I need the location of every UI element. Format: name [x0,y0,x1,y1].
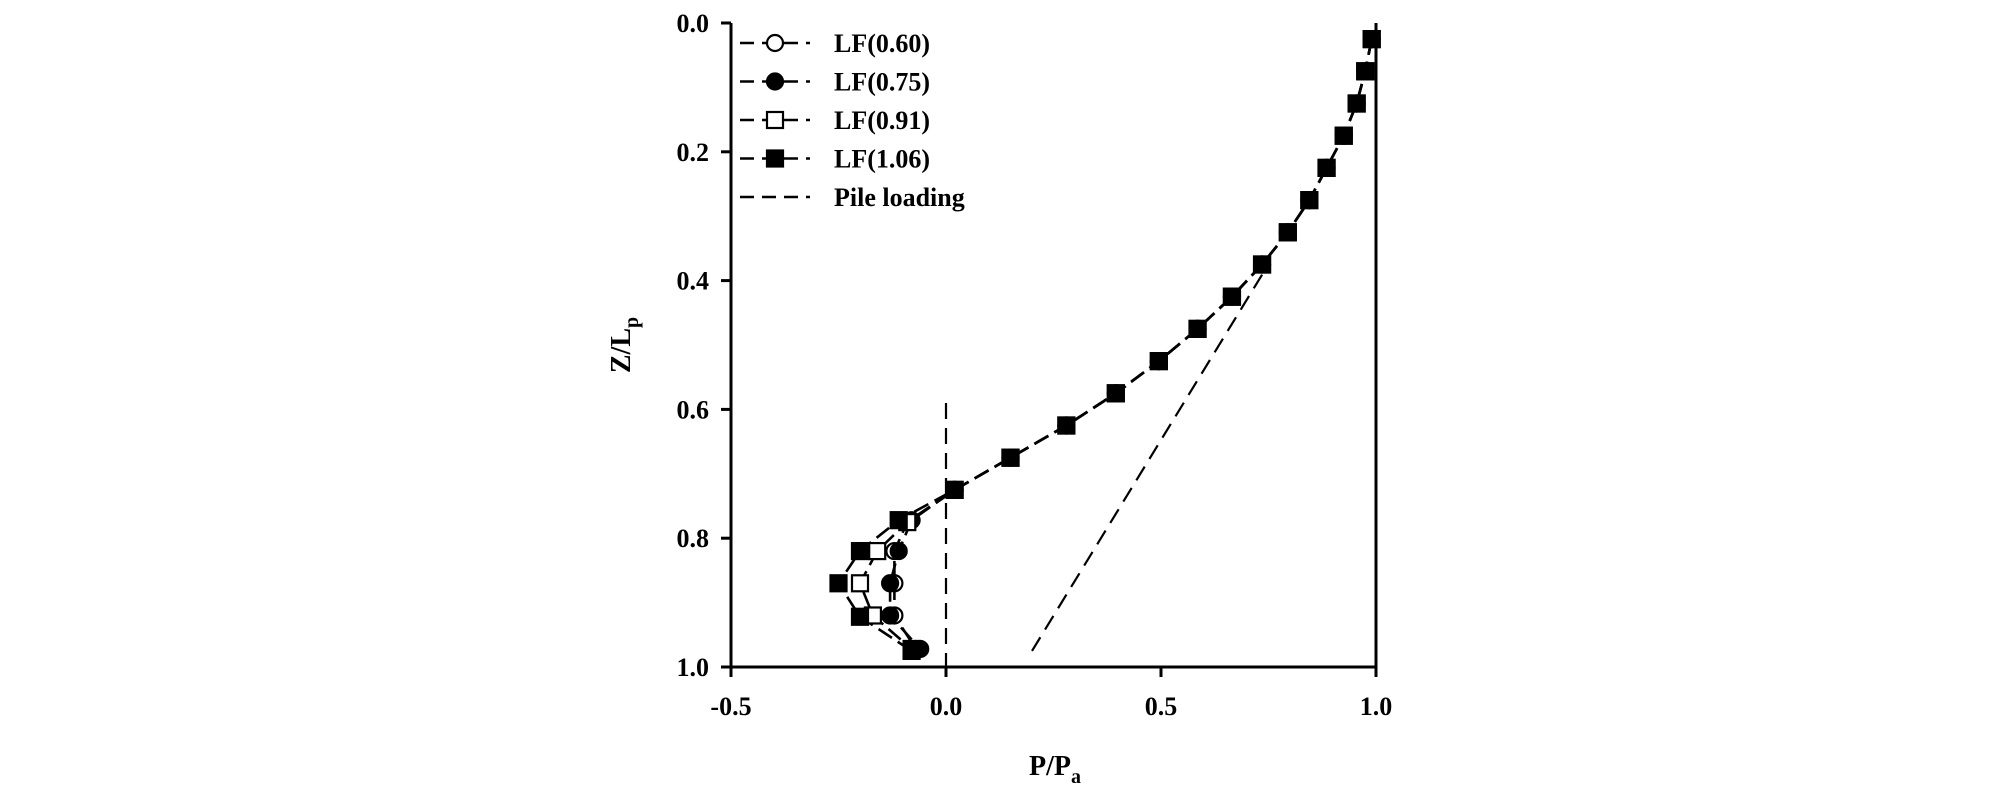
series-line-2 [888,38,1373,650]
x-axis-ticks: -0.5 0.0 0.5 1.0 [710,667,1392,721]
series-4-point [1300,191,1319,210]
pile-loading-line [1031,267,1268,652]
series-4-point [889,511,908,530]
plot-frame [729,23,1378,669]
y-tick-label: 0.8 [677,524,710,553]
series-markers [829,29,1381,661]
series-4-point [1057,416,1076,435]
series-2-point [880,606,900,625]
legend-marker [765,149,785,168]
series-4-point [945,480,964,499]
series-4-point [850,607,870,626]
series-4-point [1106,384,1125,403]
y-tick-label: 1.0 [677,653,710,682]
series-3-point [850,574,870,593]
series-4-point [1362,30,1381,49]
legend-marker [765,33,785,53]
series-line-3 [858,38,1373,650]
x-axis-title: P/Pa [1029,751,1081,788]
series-4-point [1149,352,1168,371]
series-4-point [1222,287,1242,306]
x-tick-label: -0.5 [710,692,751,721]
legend-marker [765,110,785,130]
y-tick-label: 0.0 [677,9,710,38]
series-4-point [1278,223,1297,242]
series-4-point [1347,94,1366,113]
legend-label: LF(1.06) [834,145,930,174]
y-axis-title: Z/Lp [606,317,643,373]
series-4-point [1317,158,1336,177]
y-tick-label: 0.4 [677,267,710,296]
series-line-1 [893,38,1373,650]
y-tick-label: 0.6 [677,395,710,424]
x-tick-label: 0.0 [930,692,963,721]
series-3-point [868,541,887,561]
y-tick-label: 0.2 [677,138,710,167]
series-2-point [880,574,900,593]
series-4-point [1188,319,1207,338]
series-4-point [829,574,848,593]
legend-marker [765,72,785,91]
x-tick-label: 1.0 [1360,692,1393,721]
legend: LF(0.60) LF(0.75) LF(0.91) LF(1.06) Pile loa… [740,29,965,212]
series-4-point [1334,126,1353,145]
legend-label: LF(0.75) [834,68,930,97]
series-2-point [889,541,908,561]
reference-lines [944,267,1268,667]
legend-label: LF(0.91) [834,106,930,135]
series-4-point [902,641,921,661]
series-4-point [1001,448,1020,467]
series-4-point [1356,62,1375,81]
y-axis-ticks: 0.0 0.2 0.4 0.6 0.8 1.0 [677,9,731,682]
legend-label: Pile loading [834,183,965,212]
series-4-point [850,541,870,561]
x-tick-label: 0.5 [1145,692,1178,721]
legend-label: LF(0.60) [834,29,930,58]
series-4-point [1252,255,1272,274]
